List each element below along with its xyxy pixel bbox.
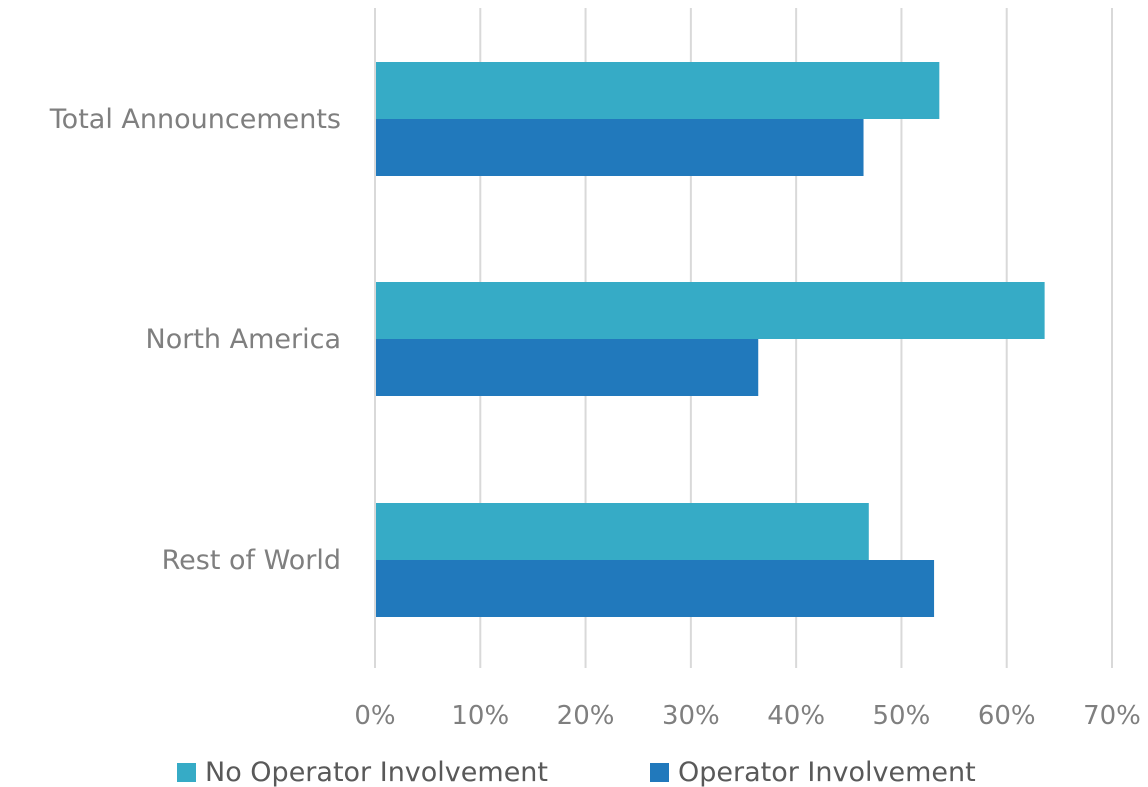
x-tick-label: 20% bbox=[557, 701, 615, 731]
category-labels: Total Announcements North America Rest of … bbox=[49, 104, 341, 576]
bar-no-operator-involvement bbox=[376, 62, 940, 119]
legend-swatch bbox=[177, 763, 196, 782]
x-tick-label: 0% bbox=[354, 701, 395, 731]
bar-operator-involvement bbox=[376, 119, 864, 176]
legend-swatch bbox=[650, 763, 669, 782]
legend-item: No Operator Involvement bbox=[177, 757, 548, 787]
x-tick-labels: 0% 10% 20% 30% 40% 50% 60% 70% bbox=[354, 701, 1141, 731]
bar-operator-involvement bbox=[376, 339, 759, 396]
x-tick-label: 30% bbox=[662, 701, 720, 731]
legend: No Operator Involvement Operator Involvem… bbox=[177, 757, 976, 787]
bar-no-operator-involvement bbox=[376, 503, 869, 560]
category-label: Total Announcements bbox=[49, 104, 341, 135]
legend-label: Operator Involvement bbox=[678, 757, 976, 787]
bars bbox=[376, 62, 1045, 617]
x-tick-label: 70% bbox=[1083, 701, 1141, 731]
bar-no-operator-involvement bbox=[376, 282, 1045, 339]
x-tick-label: 50% bbox=[873, 701, 931, 731]
bar-operator-involvement bbox=[376, 560, 935, 617]
category-label: North America bbox=[146, 324, 341, 355]
legend-item: Operator Involvement bbox=[650, 757, 976, 787]
x-tick-label: 40% bbox=[767, 701, 825, 731]
category-label: Rest of World bbox=[162, 545, 341, 576]
x-tick-label: 60% bbox=[978, 701, 1036, 731]
legend-label: No Operator Involvement bbox=[205, 757, 548, 787]
x-tick-label: 10% bbox=[451, 701, 509, 731]
